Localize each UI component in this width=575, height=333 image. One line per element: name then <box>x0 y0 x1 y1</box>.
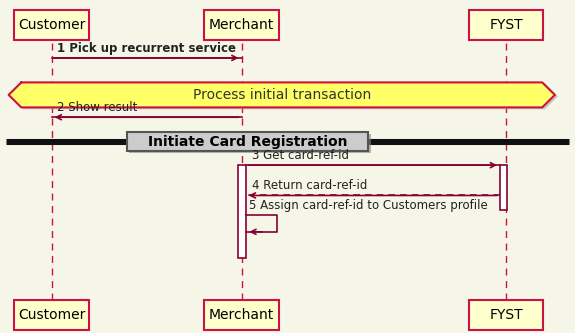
Text: Initiate Card Registration: Initiate Card Registration <box>148 135 347 149</box>
FancyBboxPatch shape <box>14 300 89 330</box>
Text: 3 Get card-ref-id: 3 Get card-ref-id <box>252 149 348 162</box>
Text: Customer: Customer <box>18 308 86 322</box>
Text: Merchant: Merchant <box>209 308 274 322</box>
FancyBboxPatch shape <box>14 10 89 40</box>
FancyBboxPatch shape <box>126 132 368 151</box>
Text: FYST: FYST <box>489 308 523 322</box>
Text: 5 Assign card-ref-id to Customers profile: 5 Assign card-ref-id to Customers profil… <box>250 199 488 212</box>
FancyBboxPatch shape <box>204 10 279 40</box>
FancyBboxPatch shape <box>204 300 279 330</box>
FancyBboxPatch shape <box>129 134 371 153</box>
Text: Customer: Customer <box>18 18 86 32</box>
Text: 1 Pick up recurrent service: 1 Pick up recurrent service <box>58 42 236 55</box>
Text: FYST: FYST <box>489 18 523 32</box>
FancyBboxPatch shape <box>500 165 508 210</box>
Text: Merchant: Merchant <box>209 18 274 32</box>
Text: 2 Show result: 2 Show result <box>58 101 138 114</box>
FancyBboxPatch shape <box>238 165 246 258</box>
Polygon shape <box>11 84 557 109</box>
FancyBboxPatch shape <box>469 10 543 40</box>
Text: 4 Return card-ref-id: 4 Return card-ref-id <box>252 179 367 192</box>
Polygon shape <box>9 83 555 107</box>
FancyBboxPatch shape <box>469 300 543 330</box>
Text: Process initial transaction: Process initial transaction <box>193 88 371 102</box>
